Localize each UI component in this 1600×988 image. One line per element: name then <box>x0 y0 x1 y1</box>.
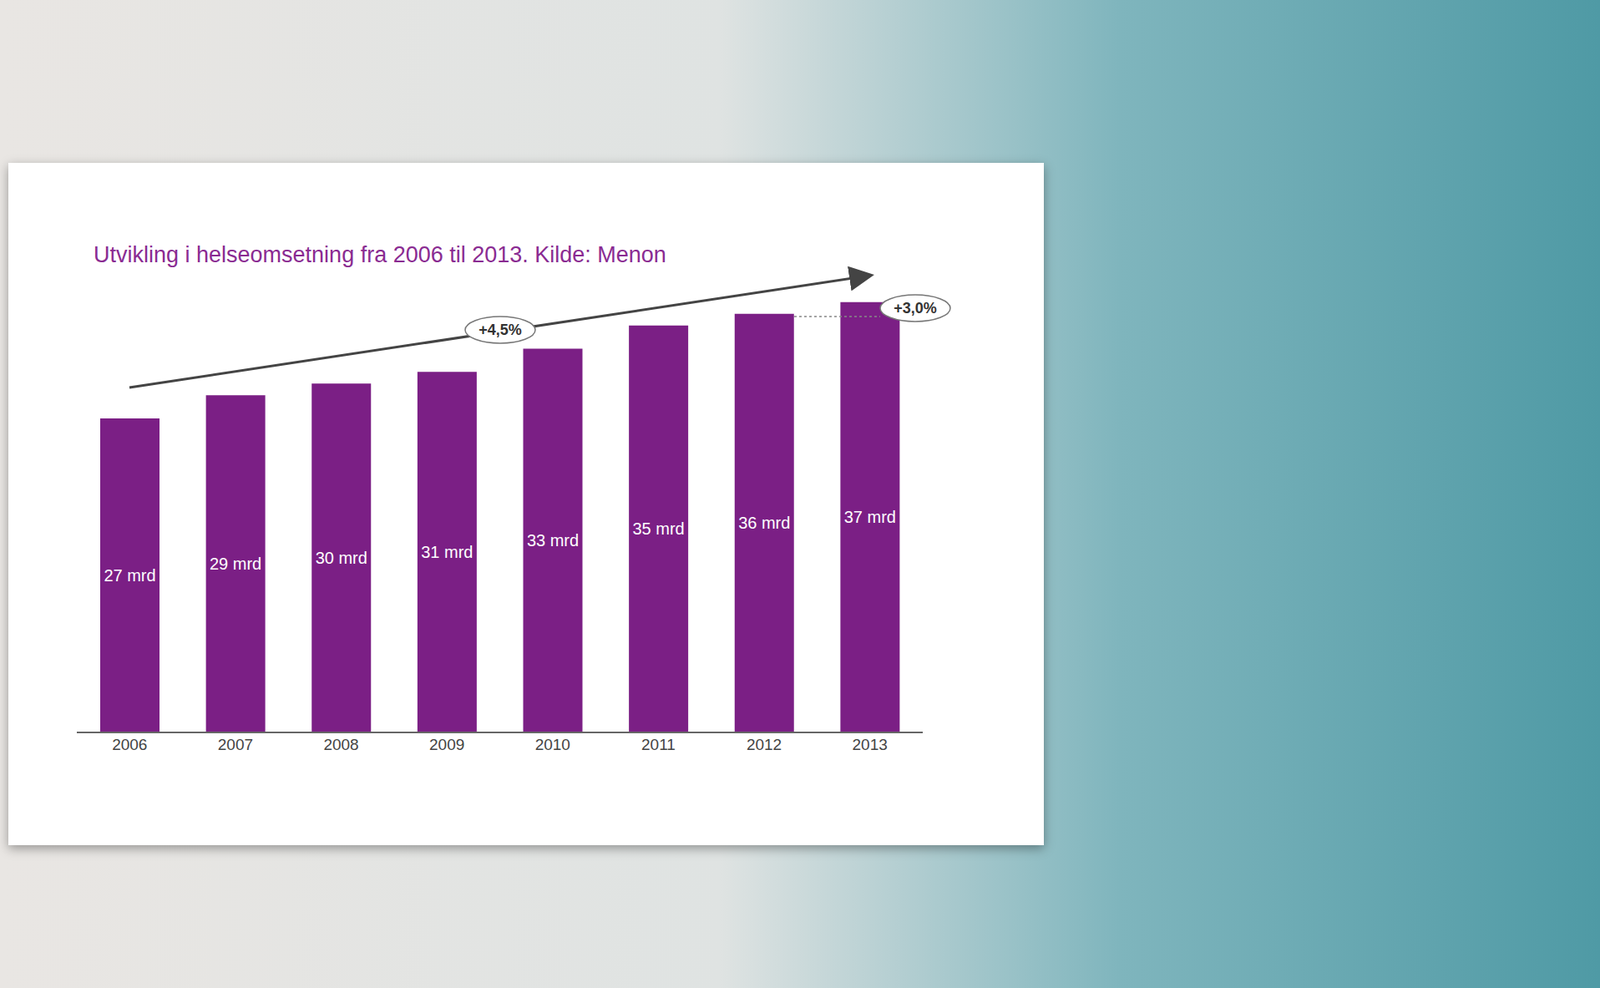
svg-text:27 mrd: 27 mrd <box>103 566 156 585</box>
svg-text:35 mrd: 35 mrd <box>632 519 685 538</box>
svg-text:2010: 2010 <box>535 735 571 754</box>
svg-text:29 mrd: 29 mrd <box>209 554 262 573</box>
svg-text:2007: 2007 <box>217 735 254 754</box>
svg-text:33 mrd: 33 mrd <box>526 531 579 550</box>
svg-text:+3,0%: +3,0% <box>893 299 937 317</box>
svg-text:37 mrd: 37 mrd <box>844 507 897 527</box>
svg-text:31 mrd: 31 mrd <box>420 542 473 562</box>
svg-text:2008: 2008 <box>323 735 359 754</box>
svg-text:2011: 2011 <box>641 735 676 754</box>
svg-text:+4,5%: +4,5% <box>478 321 522 339</box>
svg-text:2012: 2012 <box>746 735 782 754</box>
svg-text:30 mrd: 30 mrd <box>315 548 368 568</box>
html-text:Utvikling i helseomsetning fra: Utvikling i helseomsetning fra 2006 til … <box>93 242 667 268</box>
svg-text:2013: 2013 <box>852 735 888 754</box>
svg-text:2006: 2006 <box>111 735 147 754</box>
svg-text:36 mrd: 36 mrd <box>738 513 790 532</box>
svg-text:2009: 2009 <box>429 735 465 754</box>
